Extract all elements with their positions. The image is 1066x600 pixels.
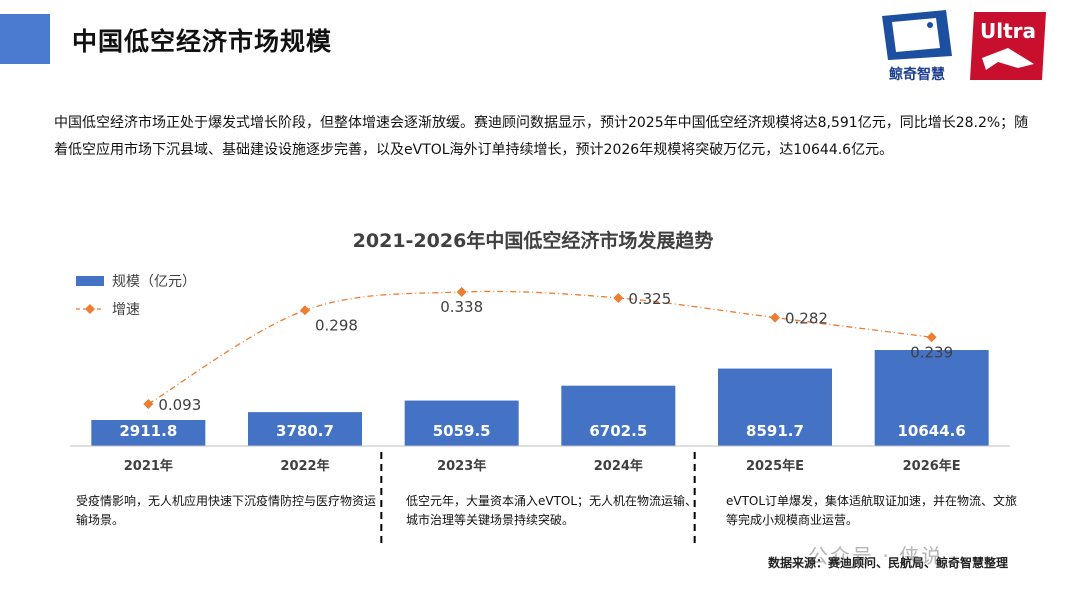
x-tick-label: 2022年 xyxy=(280,458,329,474)
bar xyxy=(248,412,362,446)
chart-title: 2021-2026年中国低空经济市场发展趋势 xyxy=(352,230,714,252)
bar-value-label: 8591.7 xyxy=(746,422,804,440)
growth-value-label: 0.239 xyxy=(910,343,953,361)
growth-value-label: 0.282 xyxy=(785,310,828,328)
x-tick-label: 2024年 xyxy=(594,458,643,474)
intro-paragraph: 中国低空经济市场正处于爆发式增长阶段，但整体增速会逐渐放缓。赛迪顾问数据显示，预… xyxy=(54,115,1029,158)
legend-bar-swatch xyxy=(76,276,104,286)
growth-value-label: 0.325 xyxy=(628,290,671,308)
growth-point xyxy=(613,292,624,303)
jingqi-logo-icon xyxy=(882,10,952,60)
x-tick-label: 2021年 xyxy=(124,458,173,474)
page-title: 中国低空经济市场规模 xyxy=(72,27,333,56)
ultra-logo-icon: Ultra xyxy=(970,12,1046,80)
ultra-logo-text: Ultra xyxy=(980,19,1036,43)
legend-line-marker xyxy=(85,304,95,314)
growth-point xyxy=(926,332,937,343)
bar-value-label: 2911.8 xyxy=(119,422,177,440)
growth-line xyxy=(147,290,932,405)
note-2021-2022: 受疫情影响，无人机应用快速下沉疫情防控与医疗物资运输场景。 xyxy=(76,494,377,527)
growth-value-label: 0.338 xyxy=(440,298,483,316)
legend-bar-label: 规模（亿元） xyxy=(112,274,196,290)
bar-value-label: 5059.5 xyxy=(433,422,491,440)
growth-point xyxy=(456,287,467,297)
jingqi-logo: 鲸奇智慧 xyxy=(878,8,956,84)
data-source: 数据来源：赛迪顾问、民航局、鲸奇智慧整理 xyxy=(768,556,1009,570)
growth-point xyxy=(143,399,154,409)
bar xyxy=(718,368,832,446)
accent-square xyxy=(0,14,50,64)
growth-value-label: 0.298 xyxy=(315,316,358,334)
jingqi-logo-text: 鲸奇智慧 xyxy=(889,67,945,83)
x-tick-label: 2026年E xyxy=(903,458,961,474)
legend-line-label: 增速 xyxy=(112,302,140,318)
ultra-logo: Ultra xyxy=(968,8,1050,84)
watermark: 公众号 · 侠说 xyxy=(808,544,944,568)
note-2025-2026: eVTOL订单爆发，集体适航取证加速，并在物流、文旅等完成小规模商业运营。 xyxy=(726,494,1018,527)
bar-value-label: 3780.7 xyxy=(276,422,334,440)
bar xyxy=(404,400,519,446)
growth-point xyxy=(770,312,780,323)
x-tick-label: 2023年 xyxy=(437,458,486,474)
bar-value-label: 6702.5 xyxy=(589,422,647,440)
bar xyxy=(91,420,206,446)
note-2023-2024: 低空元年，大量资本涌入eVTOL；无人机在物流运输、城市治理等关键场景持续突破。 xyxy=(406,494,698,527)
bar-value-label: 10644.6 xyxy=(898,422,966,440)
bar xyxy=(561,385,676,446)
bar xyxy=(874,350,989,446)
growth-value-label: 0.093 xyxy=(158,396,201,414)
x-tick-label: 2025年E xyxy=(746,458,804,474)
growth-point xyxy=(300,305,310,316)
